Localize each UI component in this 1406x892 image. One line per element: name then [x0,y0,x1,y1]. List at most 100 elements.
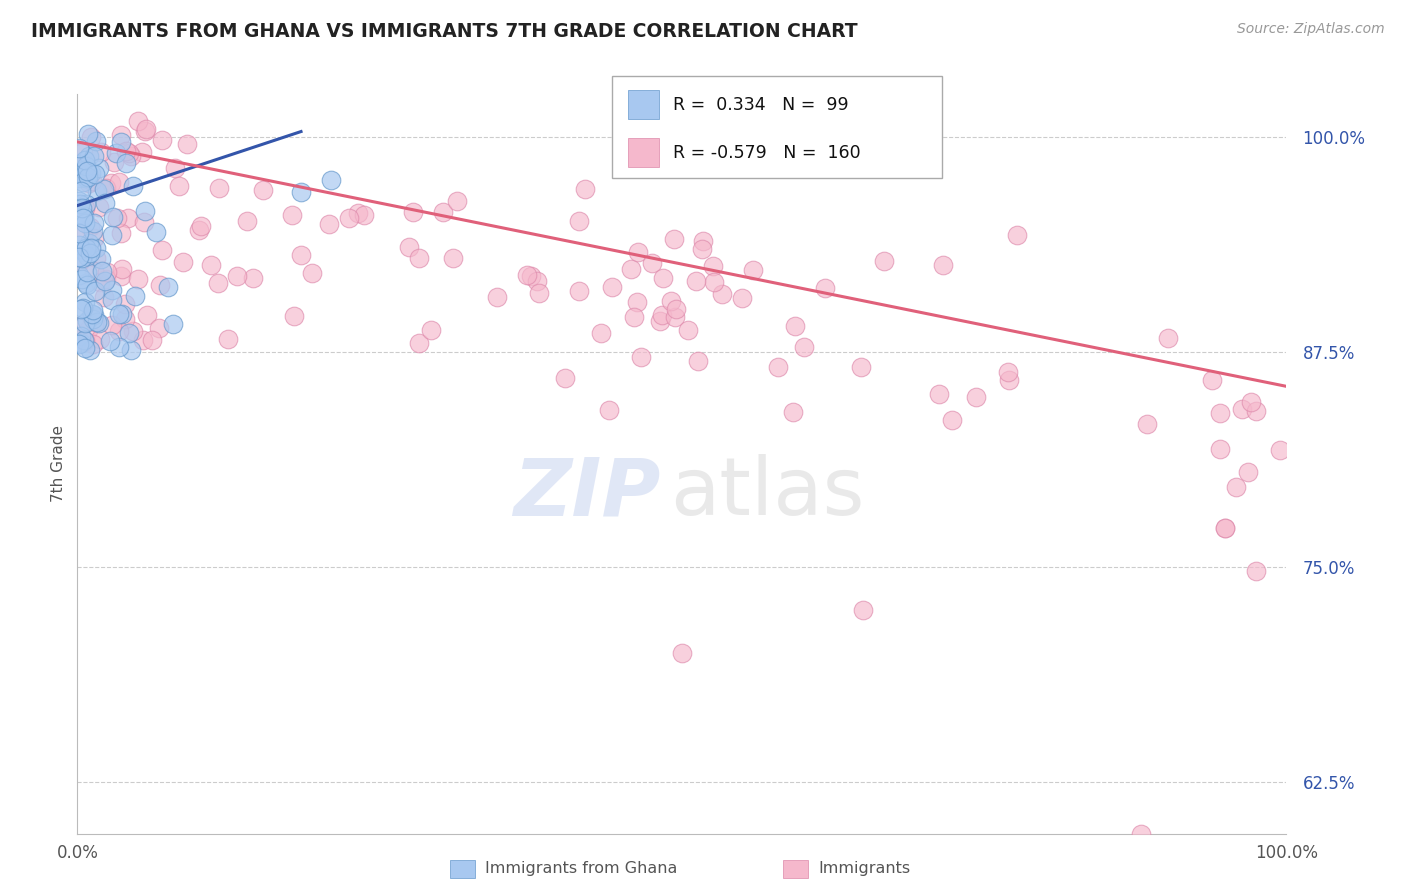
Point [135,121,157,136]
Point [75,276,97,290]
Point [70,335,93,350]
Point [150,133,173,147]
Y-axis label: 7th Grade: 7th Grade [51,425,66,502]
Point [70,335,93,350]
Point [321,173,343,187]
Point [72,175,94,189]
Point [69,301,91,316]
Point [598,402,620,417]
Text: atlas: atlas [669,454,865,533]
Point [110,135,132,149]
Point [574,181,596,195]
Text: Immigrants: Immigrants [818,862,911,876]
Point [75,294,97,309]
Point [72,301,94,315]
Point [132,215,155,229]
Point [73,211,96,225]
Point [80,309,103,323]
Point [301,266,323,280]
Point [89,276,111,290]
Point [690,242,713,256]
Point [688,354,710,368]
Point [420,323,443,337]
Point [90,145,112,159]
Point [70,184,93,198]
Point [67,156,90,170]
Point [591,326,613,340]
Point [67,337,90,351]
Point [121,178,143,193]
Point [96,265,118,279]
Text: R =  0.334   N =  99: R = 0.334 N = 99 [673,95,849,113]
Point [96,271,118,285]
Point [127,271,149,285]
Point [117,211,139,225]
Point [80,241,103,255]
Point [347,206,370,220]
Text: Source: ZipAtlas.com: Source: ZipAtlas.com [1237,22,1385,37]
Point [149,278,172,293]
Point [664,232,686,246]
Point [105,211,128,225]
Point [70,251,93,265]
Point [162,317,184,331]
Point [290,248,312,262]
Point [93,290,115,304]
Point [82,337,104,351]
Point [67,194,90,208]
Point [1136,417,1159,431]
Point [103,155,125,169]
Point [67,226,90,240]
Point [75,153,97,167]
Point [111,307,134,321]
Text: R = -0.579   N =  160: R = -0.579 N = 160 [673,144,860,161]
Text: ZIP: ZIP [513,454,659,533]
Point [873,253,896,268]
Point [283,309,305,323]
Point [1213,521,1236,535]
Point [741,263,763,277]
Point [353,209,375,223]
Point [1130,827,1153,841]
Point [76,197,98,211]
Point [132,333,155,347]
Point [965,390,987,404]
Point [83,264,105,278]
Point [207,276,229,290]
Point [67,171,90,186]
Point [236,214,259,228]
Point [70,202,93,216]
Point [73,334,96,349]
Point [567,284,589,298]
Point [1244,404,1267,418]
Point [1215,521,1237,535]
Point [76,314,98,328]
Point [110,269,132,284]
Point [98,334,121,348]
Point [108,325,131,339]
Point [1232,401,1254,416]
Point [685,274,707,288]
Point [83,284,105,298]
Point [408,251,430,265]
Point [134,124,156,138]
Point [110,128,132,143]
Point [208,181,231,195]
Point [124,289,146,303]
Point [997,365,1019,379]
Point [485,290,508,304]
Point [441,252,464,266]
Point [73,201,96,215]
Point [318,217,340,231]
Point [398,240,420,254]
Point [554,371,576,385]
Point [108,307,131,321]
Point [101,283,124,297]
Point [157,280,180,294]
Point [75,170,97,185]
Point [94,274,117,288]
Point [152,243,174,257]
Point [652,270,675,285]
Point [108,175,131,189]
Point [75,158,97,172]
